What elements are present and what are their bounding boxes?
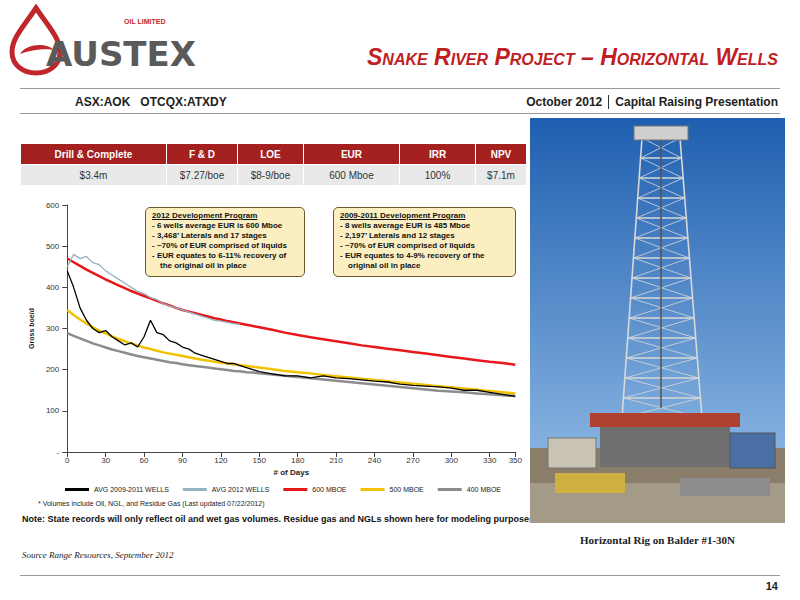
html-text:14: 14	[765, 580, 778, 592]
html-text:- EUR equates to 6-11% recover: - EUR equates to 6-11% recovery of the o…	[152, 251, 287, 270]
html-text:Capital Raising Presentation: Capital Raising Presentation	[615, 95, 778, 109]
svg-text:-: -	[57, 448, 60, 457]
html-text:Snake River Project – Horizont: Snake River Project – Horizontal Wells	[367, 44, 778, 70]
svg-text:30: 30	[101, 456, 110, 465]
html-text:EUR: EUR	[340, 148, 363, 160]
html-text:October 2012: October 2012	[526, 95, 603, 109]
html-text:Horizontal Rig on Balder #1-30: Horizontal Rig on Balder #1-30N	[580, 534, 735, 546]
svg-text:400 MBOE: 400 MBOE	[467, 486, 502, 493]
html-text:2009-2011 Development Program: 2009-2011 Development Program	[340, 211, 466, 220]
svg-text:0: 0	[65, 456, 70, 465]
html-text:2012 Development Program: 2012 Development Program	[152, 211, 258, 220]
html-text:LOE: LOE	[260, 148, 281, 160]
svg-text:# of Days: # of Days	[273, 468, 309, 477]
svg-text:210: 210	[329, 456, 343, 465]
html-text:- EUR equates to 4-9% recovery: - EUR equates to 4-9% recovery of the or…	[340, 251, 485, 270]
svg-text:270: 270	[406, 456, 420, 465]
svg-text:OIL LIMITED: OIL LIMITED	[124, 18, 165, 25]
svg-text:300: 300	[445, 456, 459, 465]
html-text:$8-9/boe: $8-9/boe	[250, 169, 291, 181]
svg-text:100: 100	[46, 406, 60, 415]
svg-text:400: 400	[46, 283, 60, 292]
html-text:- 6 wells average EUR is 600 M: - 6 wells average EUR is 600 Mboe	[152, 221, 283, 230]
html-text:100%: 100%	[424, 169, 451, 181]
svg-text:Gross boe/d: Gross boe/d	[28, 308, 35, 349]
html-text:Note: State records will only: Note: State records will only reflect oi…	[22, 514, 537, 524]
svg-text:350: 350	[509, 456, 523, 465]
svg-text:500 MBOE: 500 MBOE	[390, 486, 425, 493]
html-text:- 3,468’ Laterals and 17 stage: - 3,468’ Laterals and 17 stages	[152, 231, 267, 240]
svg-text:AVG 2009-2011 WELLS: AVG 2009-2011 WELLS	[94, 486, 169, 493]
html-text:Source Range Resources, Septem: Source Range Resources, September 2012	[22, 550, 174, 560]
html-text:- ~70% of EUR comprised of liq: - ~70% of EUR comprised of liquids	[340, 241, 475, 250]
svg-text:240: 240	[368, 456, 382, 465]
svg-text:150: 150	[253, 456, 267, 465]
svg-text:AVG 2012 WELLS: AVG 2012 WELLS	[212, 486, 270, 493]
html-text:ASX:AOK OTCQX:ATXDY: ASX:AOK OTCQX:ATXDY	[75, 95, 227, 109]
svg-text:180: 180	[291, 456, 305, 465]
svg-text:300: 300	[46, 324, 60, 333]
html-text:$7.1m: $7.1m	[487, 169, 515, 181]
svg-text:600: 600	[46, 201, 60, 210]
svg-text:90: 90	[178, 456, 187, 465]
html-text:F & D: F & D	[188, 148, 215, 160]
html-text:NPV: NPV	[490, 148, 512, 160]
html-text:$7.27/boe: $7.27/boe	[179, 169, 225, 181]
html-text:IRR: IRR	[428, 148, 447, 160]
svg-text:600 MBOE: 600 MBOE	[312, 486, 347, 493]
svg-text:120: 120	[214, 456, 228, 465]
svg-text:AUSTEX: AUSTEX	[46, 34, 196, 74]
svg-text:200: 200	[46, 365, 60, 374]
html-text:Drill & Complete: Drill & Complete	[54, 148, 133, 160]
html-text:- 2,197’ Laterals and 12 stage: - 2,197’ Laterals and 12 stages	[340, 231, 455, 240]
svg-text:330: 330	[483, 456, 497, 465]
svg-text:500: 500	[46, 242, 60, 251]
svg-text:60: 60	[140, 456, 149, 465]
html-text:- ~70% of EUR comprised of liq: - ~70% of EUR comprised of liquids	[152, 241, 287, 250]
html-text:* Volumes include Oil, NGL, an: * Volumes include Oil, NGL, and Residue …	[38, 500, 265, 507]
html-text:600 Mboe: 600 Mboe	[329, 169, 374, 181]
html-text:$3.4m: $3.4m	[79, 169, 108, 181]
html-text:- 8 wells average EUR is 485 M: - 8 wells average EUR is 485 Mboe	[340, 221, 471, 230]
